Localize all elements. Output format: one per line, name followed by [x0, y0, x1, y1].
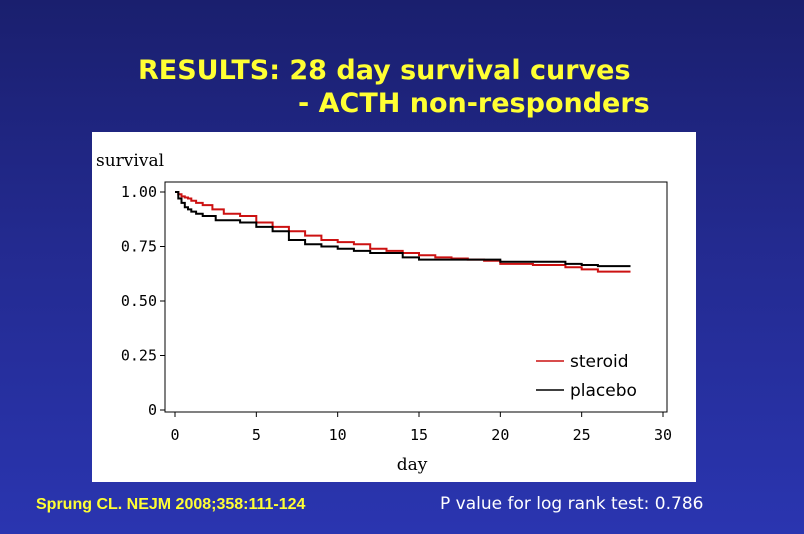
y-tick-label: 0.25	[121, 347, 157, 365]
x-tick-label: 25	[573, 426, 591, 444]
x-tick-label: 10	[329, 426, 347, 444]
x-axis-label: day	[397, 455, 428, 475]
x-tick-label: 20	[491, 426, 509, 444]
citation: Sprung CL. NEJM 2008;358:111-124	[36, 496, 306, 513]
series-layer	[175, 191, 631, 273]
slide-title: RESULTS: 28 day survival curves - ACTH n…	[0, 0, 804, 130]
survival-chart: survival day 0 0.25 0.50 0.75 1.00 0 5 10 15 20 25…	[96, 151, 672, 475]
y-tick-label: 0.50	[121, 292, 157, 310]
x-tick-label: 0	[170, 426, 179, 444]
title-line-1: RESULTS: 28 day survival curves	[138, 55, 631, 86]
chart-panel: survival day 0 0.25 0.50 0.75 1.00 0 5 10 15 20 25…	[92, 132, 696, 482]
y-axis-label: survival	[96, 151, 164, 171]
y-tick-label: 0.75	[121, 238, 157, 256]
y-tick-label: 0	[148, 401, 157, 419]
legend-label-placebo: placebo	[570, 381, 637, 401]
legend: steroid placebo	[536, 352, 637, 401]
y-tick-label: 1.00	[121, 183, 157, 201]
title-line-2: - ACTH non-responders	[298, 88, 650, 119]
plot-frame	[164, 181, 668, 413]
legend-label-steroid: steroid	[570, 352, 629, 372]
x-tick-label: 30	[654, 426, 672, 444]
ticks-layer: 0 0.25 0.50 0.75 1.00 0 5 10 15 20 25 30	[121, 183, 672, 444]
series-line-steroid	[175, 191, 631, 273]
x-tick-label: 5	[252, 426, 261, 444]
series-line-placebo	[175, 191, 631, 268]
p-value-note: P value for log rank test: 0.786	[440, 494, 704, 514]
x-tick-label: 15	[410, 426, 428, 444]
